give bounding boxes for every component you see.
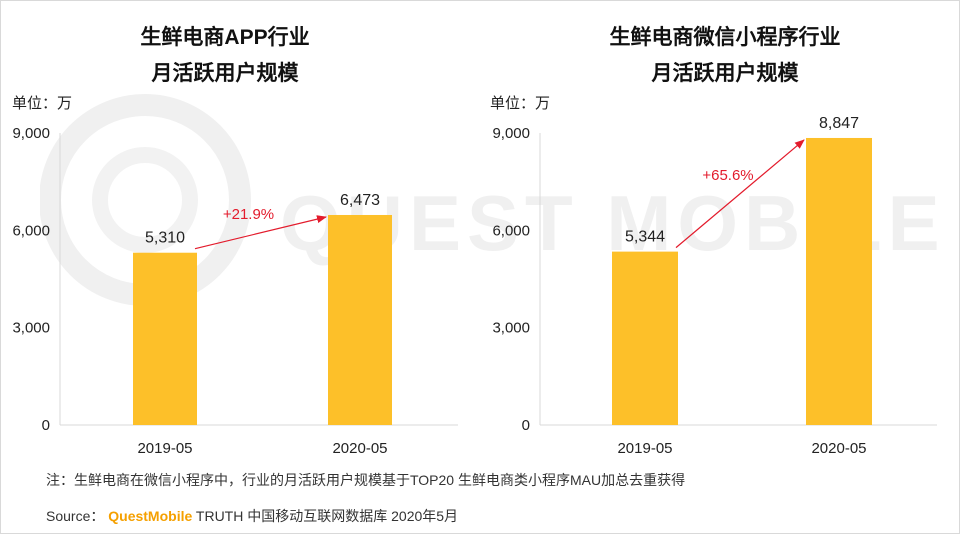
source-label: Source：: [46, 508, 105, 524]
left-value-label: 5,310: [145, 230, 185, 247]
left-category-label: 2020-05: [332, 440, 387, 457]
right-ytick-label: 0: [522, 417, 530, 434]
left-growth-arrow: [194, 215, 327, 250]
source-line: Source： QuestMobile TRUTH 中国移动互联网数据库 202…: [46, 506, 458, 526]
right-bar: [612, 251, 678, 425]
left-ytick-label: 6,000: [12, 222, 50, 239]
left-value-label: 6,473: [340, 192, 380, 209]
right-growth-label: +65.6%: [702, 167, 753, 184]
right-category-label: 2020-05: [811, 440, 866, 457]
right-bar: [806, 137, 872, 426]
right-category-label: 2019-05: [617, 440, 672, 457]
left-category-label: 2019-05: [137, 440, 192, 457]
right-title-line-2: 月活跃用户规模: [651, 62, 799, 85]
left-title-line-1: 生鲜电商APP行业: [140, 26, 310, 49]
left-ytick-label: 0: [42, 417, 50, 434]
source-brand: QuestMobile: [108, 508, 193, 524]
right-ytick-label: 3,000: [492, 320, 530, 337]
footnote: 注：生鲜电商在微信小程序中，行业的月活跃用户规模基于TOP20 生鲜电商类小程序…: [46, 472, 686, 488]
right-unit-label: 单位：万: [490, 95, 551, 112]
left-ytick-label: 9,000: [12, 125, 50, 142]
right-ytick-label: 9,000: [492, 125, 530, 142]
right-growth-arrow: [675, 139, 805, 249]
left-ytick-label: 3,000: [12, 320, 50, 337]
right-ytick-label: 6,000: [492, 222, 530, 239]
left-growth-label: +21.9%: [223, 206, 274, 223]
left-title-line-2: 月活跃用户规模: [151, 62, 299, 85]
source-text: TRUTH 中国移动互联网数据库 2020年5月: [195, 508, 459, 524]
right-value-label: 8,847: [819, 115, 859, 132]
right-value-label: 5,344: [625, 229, 665, 246]
left-chart-title: 生鲜电商APP行业 月活跃用户规模: [90, 20, 360, 92]
right-title-line-1: 生鲜电商微信小程序行业: [609, 26, 841, 49]
left-bar: [328, 214, 392, 425]
left-unit-label: 单位：万: [12, 95, 73, 112]
right-chart-title: 生鲜电商微信小程序行业 月活跃用户规模: [570, 20, 880, 92]
left-bar: [133, 252, 197, 425]
